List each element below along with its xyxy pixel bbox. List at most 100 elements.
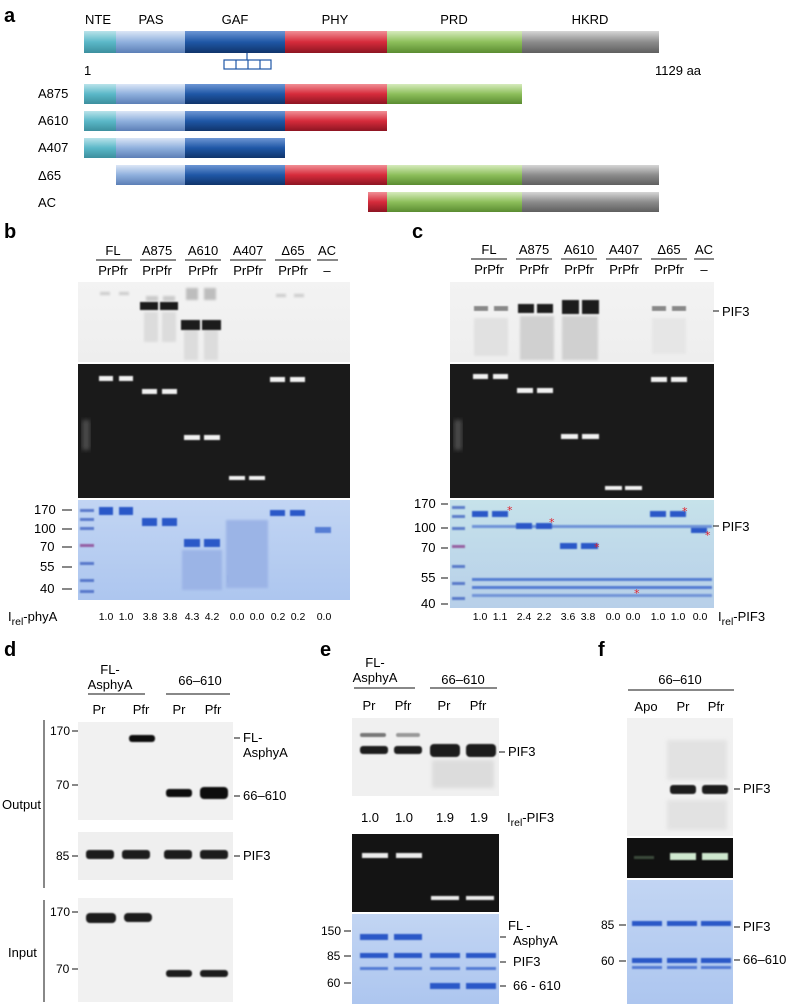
panel-c-irel-row: 1.0 1.1 2.4 2.2 3.6 3.8 0.0 0.0 1.0 1.0 … (473, 609, 765, 628)
mw-e-85: 85 (327, 949, 341, 963)
irel-c-value: 1.0 (671, 611, 686, 623)
lane-sub-c-a407: PrPfr (609, 262, 639, 277)
irel-b-suffix: -phyA (23, 609, 57, 624)
construct-a407-label: A407 (38, 140, 68, 155)
panel-e: e FL- AsphyA 66–610 Pr Pfr Pr Pfr PIF3 1… (320, 639, 561, 1004)
lane-e-pr-2: Pr (438, 698, 452, 713)
domain-pas-label: PAS (138, 12, 163, 27)
panel-e-coomassie-gel (352, 914, 499, 1004)
lane-e-pr-1: Pr (363, 698, 377, 713)
construct-a610-label: A610 (38, 113, 68, 128)
start-residue-label: 1 (84, 63, 91, 78)
irel-c-value: 1.1 (493, 611, 508, 623)
irel-c-value: 2.4 (517, 611, 532, 623)
panel-d-input-blot (78, 898, 233, 1002)
mw-f-60: 60 (601, 954, 615, 968)
band-d-fl-line2: AsphyA (243, 745, 288, 760)
svg-text:*: * (705, 529, 711, 542)
construct-a407-bar (84, 138, 285, 158)
irel-b-value: 0.0 (250, 611, 265, 623)
side-e-fl-line2: AsphyA (513, 933, 558, 948)
panel-d-output-blot (78, 722, 233, 820)
domain-bar-full (84, 31, 659, 53)
panel-c-fluorescence-gel (450, 364, 714, 498)
panel-f-coomassie-gel (627, 880, 733, 1004)
lane-header-d65: Δ65 (281, 243, 304, 258)
panel-e-autoradiograph (352, 718, 499, 796)
panel-b-autoradiograph (78, 282, 350, 362)
lane-e-pfr-2: Pfr (470, 698, 487, 713)
lane-header-ac: AC (318, 243, 336, 258)
lane-header-c-a610: A610 (564, 242, 594, 257)
irel-c-suffix: -PIF3 (733, 609, 765, 624)
lane-sub-a610: PrPfr (188, 263, 218, 278)
lane-header-a610: A610 (188, 243, 218, 258)
svg-text:Irel-PIF3: Irel-PIF3 (507, 810, 554, 829)
irel-c-value: 3.8 (581, 611, 596, 623)
irel-c-value: 1.0 (651, 611, 666, 623)
lane-f-apo: Apo (634, 699, 657, 714)
lane-header-c-a407: A407 (609, 242, 639, 257)
panel-f-letter: f (598, 639, 605, 661)
mw-b-100: 100 (34, 521, 56, 536)
lane-d-pr-2: Pr (173, 702, 187, 717)
panel-d: d FL- AsphyA 66–610 Pr Pfr Pr Pfr Output… (2, 639, 288, 1002)
side-f-66-610: 66–610 (743, 952, 786, 967)
side-f-pif3: PIF3 (743, 919, 770, 934)
irel-c-sub: rel (722, 616, 734, 628)
irel-e-value: 1.0 (395, 810, 413, 825)
construct-d65-label: Δ65 (38, 168, 61, 183)
irel-b-value: 4.2 (205, 611, 220, 623)
band-e-pif3: PIF3 (508, 744, 535, 759)
irel-e-suffix: -PIF3 (522, 810, 554, 825)
construct-ac-label: AC (38, 195, 56, 210)
lane-sub-fl: PrPfr (98, 263, 128, 278)
mw-c-100: 100 (414, 520, 436, 535)
group-f-66-610: 66–610 (658, 672, 701, 687)
group-d-66-610: 66–610 (178, 673, 221, 688)
panel-b: b FL A875 A610 A407 Δ65 AC PrPfr PrPfr P… (4, 221, 350, 628)
mw-d-85: 85 (56, 849, 70, 863)
lane-header-fl: FL (105, 243, 120, 258)
panel-d-letter: d (4, 639, 16, 661)
panel-b-coomassie-gel (78, 500, 350, 600)
panel-c-coomassie-gel: * * * * * * (450, 500, 714, 608)
irel-e-value: 1.9 (470, 810, 488, 825)
mw-d-170-output: 170 (50, 724, 70, 738)
lane-header-a875: A875 (142, 243, 172, 258)
band-label-c-pif3-top: PIF3 (722, 304, 749, 319)
lane-sub-c-fl: PrPfr (474, 262, 504, 277)
irel-e-sub: rel (511, 817, 523, 829)
irel-c-value: 1.0 (473, 611, 488, 623)
panel-b-mw-markers: 170 100 70 55 40 (34, 502, 72, 596)
construct-a875-label: A875 (38, 86, 68, 101)
output-label: Output (2, 797, 41, 812)
mw-c-40: 40 (421, 596, 435, 611)
svg-text:*: * (549, 516, 555, 529)
construct-a875-bar (84, 84, 522, 104)
mw-e-150: 150 (321, 924, 341, 938)
panel-c-mw-markers: 170 100 70 55 40 (414, 496, 448, 611)
lane-header-c-d65: Δ65 (657, 242, 680, 257)
irel-b-value: 0.2 (291, 611, 306, 623)
band-label-c-pif3-bottom: PIF3 (722, 519, 749, 534)
mw-b-70: 70 (40, 539, 54, 554)
svg-text:Irel-phyA: Irel-phyA (8, 609, 58, 628)
svg-text:Irel-PIF3: Irel-PIF3 (718, 609, 765, 628)
irel-e-value: 1.9 (436, 810, 454, 825)
irel-b-value: 4.3 (185, 611, 200, 623)
mw-c-70: 70 (421, 540, 435, 555)
band-f-pif3: PIF3 (743, 781, 770, 796)
panel-e-letter: e (320, 639, 331, 661)
band-d-pif3: PIF3 (243, 848, 270, 863)
asterisk-markers: * * * * * * (507, 504, 711, 600)
mw-e-60: 60 (327, 976, 341, 990)
lane-sub-c-d65: PrPfr (654, 262, 684, 277)
irel-b-value: 1.0 (99, 611, 114, 623)
domain-hkrd-label: HKRD (572, 12, 609, 27)
lane-d-pfr-2: Pfr (205, 702, 222, 717)
domain-nte-label: NTE (85, 12, 111, 27)
side-e-fl-line1: FL - (508, 918, 531, 933)
irel-b-value: 3.8 (143, 611, 158, 623)
